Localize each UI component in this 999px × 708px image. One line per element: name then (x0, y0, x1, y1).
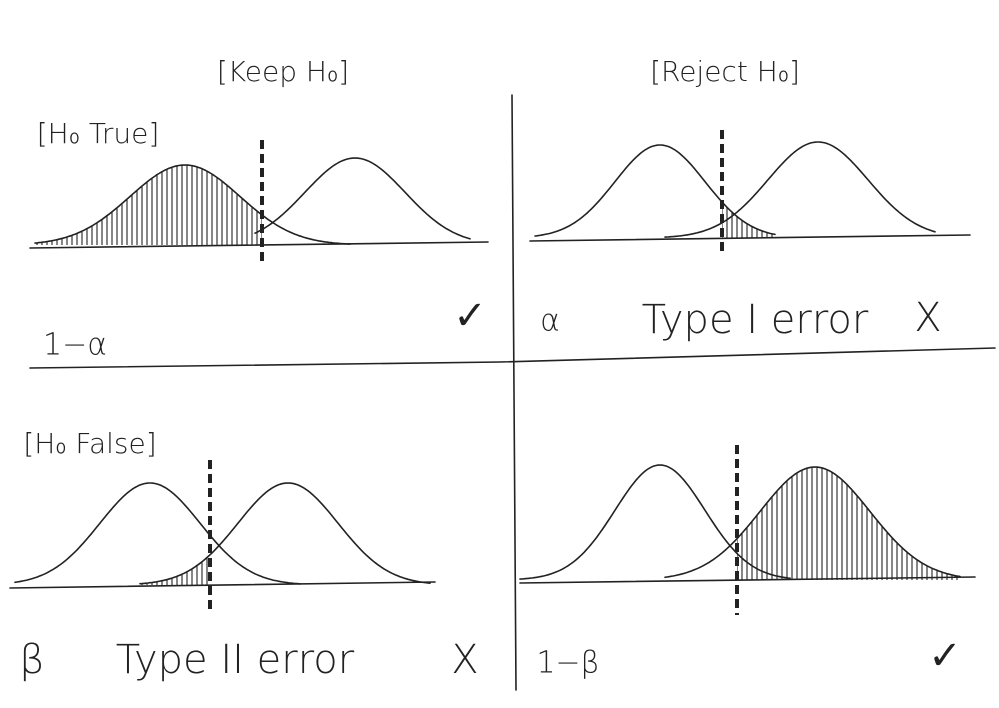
shaded-area (737, 467, 960, 580)
verdict: ✓ (928, 633, 962, 679)
alternative-distribution (664, 141, 936, 238)
verdict: X (451, 637, 478, 683)
baseline (29, 241, 489, 249)
baseline (529, 234, 971, 242)
shaded-area (140, 554, 210, 585)
baseline (9, 581, 436, 589)
null-distribution (34, 164, 351, 245)
alternative-distribution (664, 466, 961, 579)
alternative-distribution (139, 482, 431, 585)
probability: 1−β (536, 646, 599, 681)
outcome: Type I error (642, 297, 869, 343)
probability: α (540, 304, 560, 339)
shaded-area (35, 165, 262, 245)
outcome: Type II error (116, 637, 355, 683)
null-distribution (519, 464, 791, 580)
probability: 1−α (43, 328, 107, 363)
baseline (519, 576, 976, 584)
row-header: [H₀ True] (37, 117, 160, 150)
null-distribution (14, 482, 301, 585)
shaded-area (722, 202, 775, 238)
probability: β (19, 637, 45, 683)
row-header: [H₀ False] (23, 427, 156, 460)
column-header: [Reject H₀] (650, 55, 800, 88)
verdict: X (914, 295, 941, 341)
alternative-distribution (254, 157, 471, 240)
horizontal-divider (29, 347, 996, 369)
vertical-divider (511, 94, 517, 691)
column-header: [Keep H₀] (217, 55, 349, 88)
verdict: ✓ (453, 293, 487, 339)
